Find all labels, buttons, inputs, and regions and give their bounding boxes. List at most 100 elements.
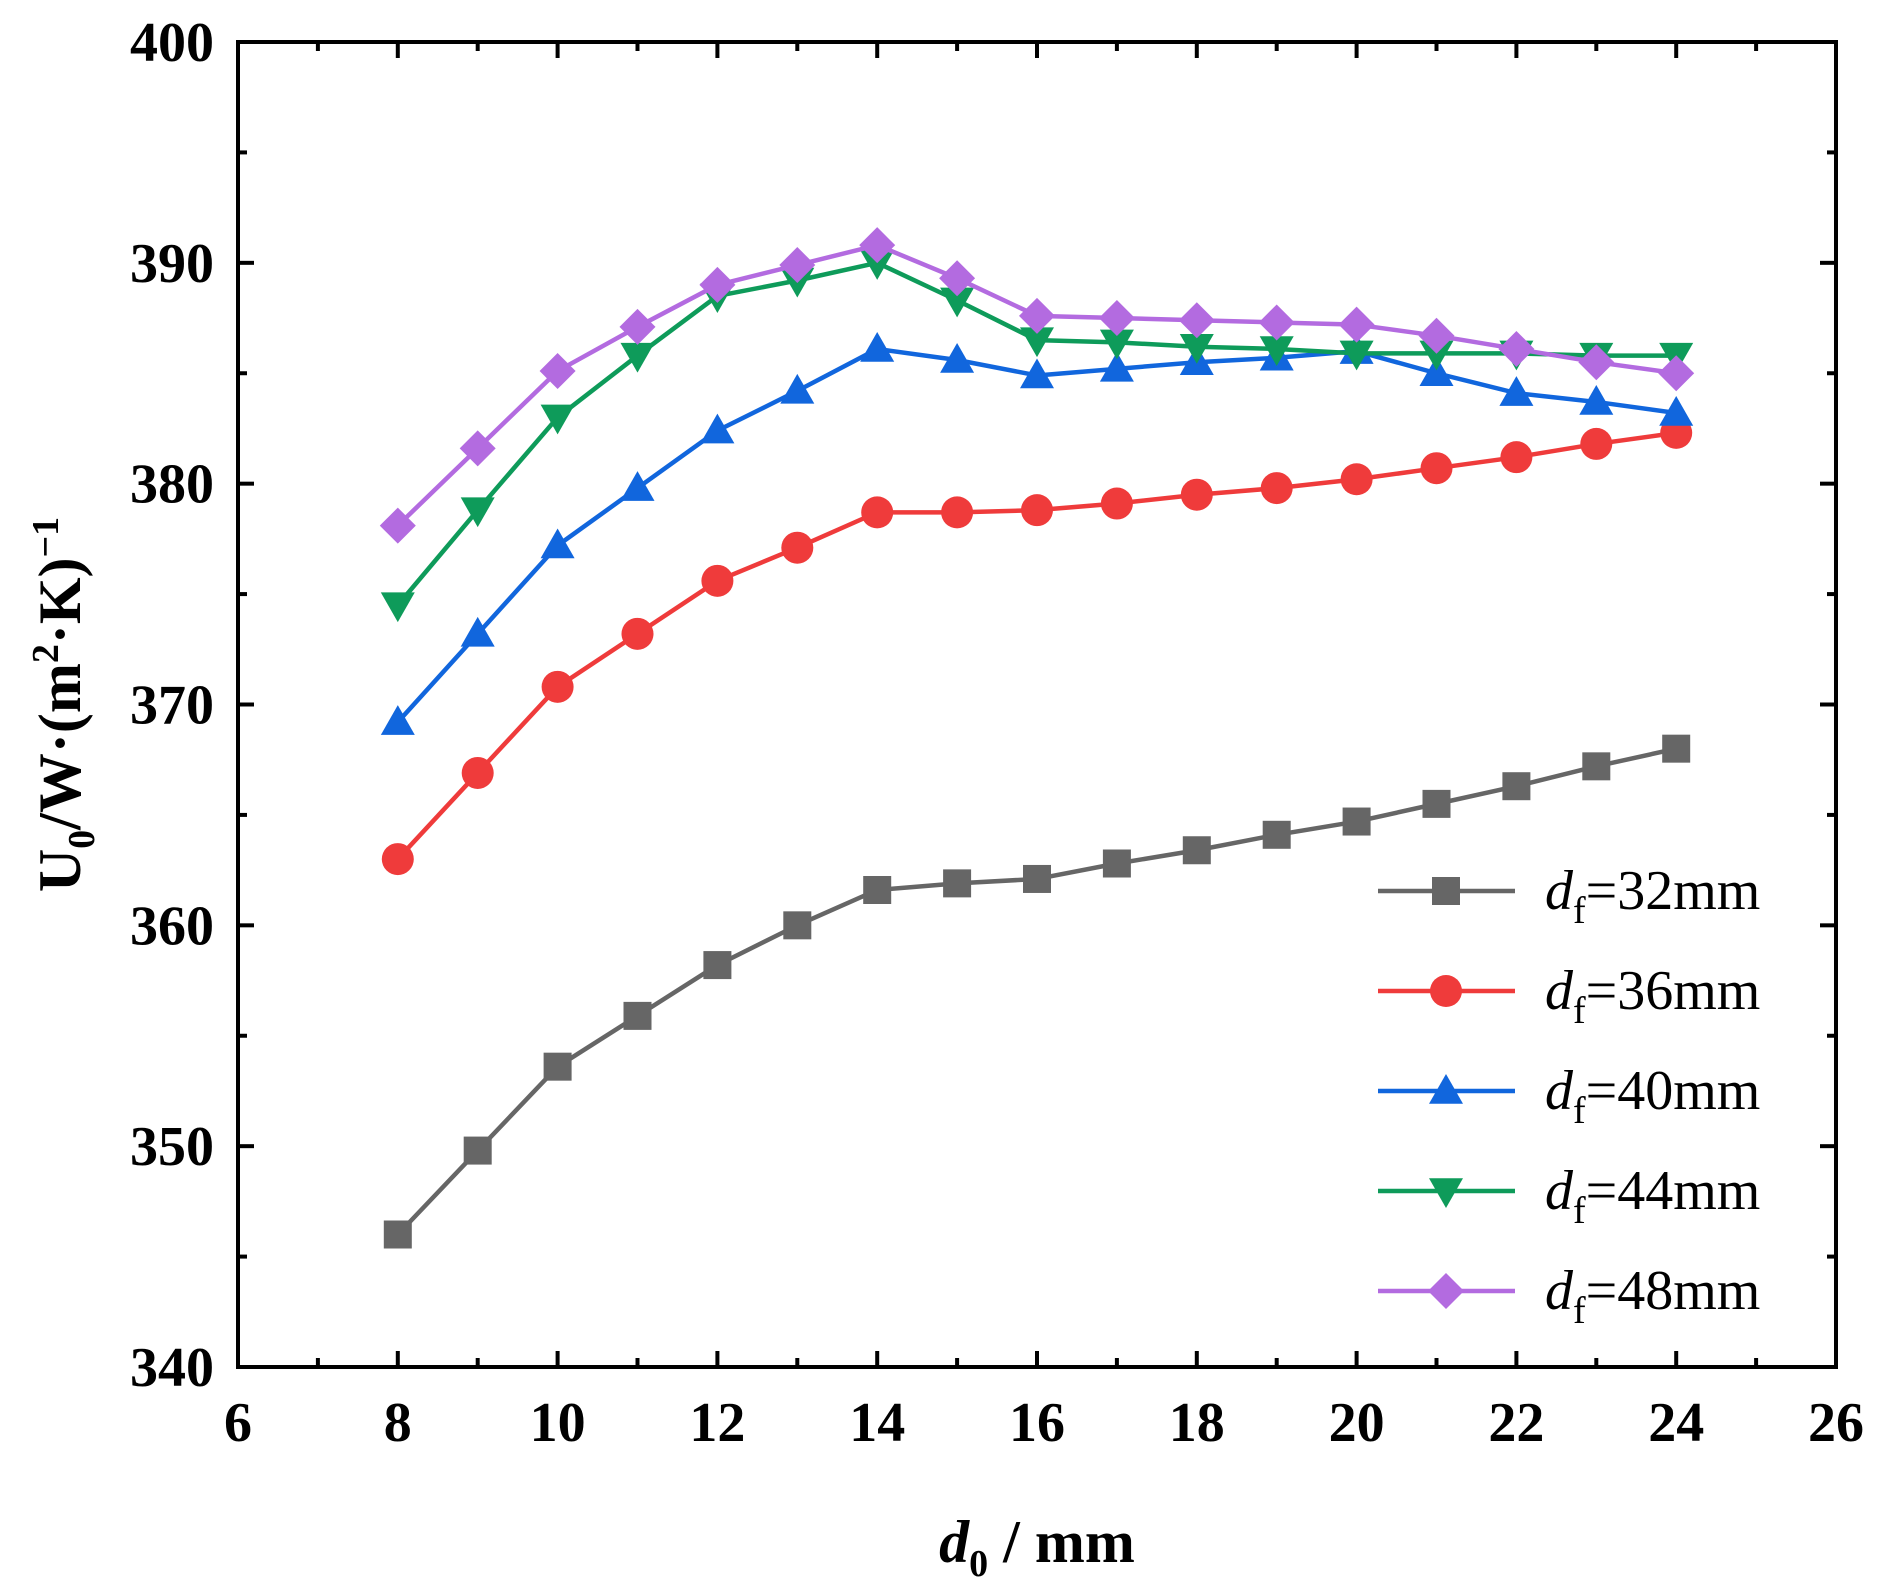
- data-point: [1262, 820, 1291, 849]
- data-point: [383, 1220, 412, 1249]
- data-point: [1419, 340, 1454, 371]
- x-tick-label: 18: [1169, 1392, 1225, 1454]
- y-tick-label: 400: [130, 12, 214, 74]
- data-point: [379, 507, 416, 544]
- x-tick-labels: 6 8 10 12 14 16 18 20 22 24 26: [224, 1392, 1864, 1454]
- data-point: [1098, 300, 1135, 337]
- data-point: [540, 404, 575, 435]
- x-tick-label: 20: [1329, 1392, 1385, 1454]
- y-tick-labels: 340 350 360 370 380 390 400: [130, 12, 214, 1399]
- x-tick-label: 8: [384, 1392, 412, 1454]
- series-48mm: [379, 227, 1695, 544]
- data-point: [620, 471, 655, 501]
- data-point: [1100, 487, 1133, 520]
- legend-label-suffix: =44mm: [1586, 1160, 1761, 1222]
- legend-label-prefix: d: [1545, 1260, 1574, 1322]
- x-tick-label: 14: [849, 1392, 905, 1454]
- x-axis-title-sub: 0: [969, 1543, 988, 1585]
- legend-label-suffix: =36mm: [1586, 960, 1761, 1022]
- y-axis-title-dot: ·K): [27, 558, 93, 645]
- data-point: [860, 331, 895, 362]
- data-point: [1498, 330, 1535, 367]
- data-point: [1259, 336, 1294, 366]
- data-point: [1260, 472, 1293, 505]
- x-tick-label: 22: [1488, 1392, 1544, 1454]
- data-point: [1021, 494, 1053, 527]
- data-point: [620, 342, 655, 373]
- data-point: [859, 227, 896, 264]
- y-axis-title-u: U: [27, 849, 93, 892]
- data-point: [1578, 344, 1615, 381]
- data-point: [783, 911, 812, 940]
- data-point: [861, 496, 894, 529]
- legend-label: df=40mm: [1545, 1060, 1760, 1132]
- y-axis-title-sup2: 2: [25, 644, 67, 663]
- legend-item: df=44mm: [1378, 1160, 1760, 1232]
- data-point: [1019, 297, 1055, 334]
- legend-marker: [1429, 1178, 1463, 1208]
- series-lines: [379, 227, 1695, 1249]
- data-point: [619, 308, 656, 345]
- y-tick-label: 380: [130, 454, 214, 516]
- data-point: [459, 430, 496, 467]
- y-tick-label: 350: [130, 1116, 214, 1178]
- data-point: [1020, 327, 1054, 358]
- y-axis-title-sub: 0: [61, 830, 103, 849]
- data-point: [943, 869, 972, 898]
- data-point: [1502, 772, 1531, 801]
- legend-label-sub: f: [1573, 890, 1586, 932]
- data-point: [1338, 306, 1375, 343]
- legend-label-sub: f: [1573, 1190, 1586, 1232]
- legend-label-prefix: d: [1545, 860, 1574, 922]
- legend-label-prefix: d: [1545, 960, 1574, 1022]
- x-axis-title: d0 / mm: [939, 1509, 1135, 1585]
- legend-label-sub: f: [1573, 990, 1586, 1032]
- series-44mm: [380, 250, 1694, 623]
- data-point: [623, 1001, 652, 1030]
- legend-item: df=32mm: [1378, 860, 1760, 932]
- legend-marker: [1428, 1273, 1464, 1309]
- legend-label: df=32mm: [1545, 860, 1760, 932]
- data-point: [701, 564, 734, 597]
- data-point: [1340, 463, 1373, 496]
- data-point: [460, 616, 495, 647]
- legend-label-prefix: d: [1545, 1060, 1574, 1122]
- data-point: [1658, 355, 1695, 392]
- legend-label-suffix: =32mm: [1586, 860, 1761, 922]
- legend-item: df=48mm: [1378, 1260, 1760, 1332]
- data-point: [1420, 452, 1453, 485]
- data-point: [461, 756, 494, 789]
- legend-item: df=36mm: [1378, 960, 1760, 1032]
- y-tick-label: 370: [130, 675, 214, 737]
- data-point: [1102, 849, 1131, 878]
- data-point: [1178, 302, 1215, 339]
- data-point: [863, 876, 892, 904]
- data-point: [781, 531, 814, 564]
- y-tick-label: 360: [130, 895, 214, 957]
- x-tick-label: 24: [1648, 1392, 1704, 1454]
- plot-frame: [236, 40, 1838, 1369]
- x-tick-label: 6: [224, 1392, 252, 1454]
- x-tick-label: 10: [530, 1392, 586, 1454]
- y-tick-label: 390: [130, 233, 214, 295]
- legend-marker: [1430, 975, 1462, 1007]
- data-point: [1499, 376, 1534, 406]
- data-point: [1419, 356, 1454, 386]
- data-point: [1180, 478, 1213, 511]
- legend-label-suffix: =40mm: [1586, 1060, 1761, 1122]
- data-point: [1422, 789, 1451, 818]
- data-point: [541, 670, 574, 703]
- data-point: [779, 247, 816, 284]
- data-point: [1099, 329, 1134, 360]
- data-point: [940, 287, 975, 318]
- data-point: [1099, 351, 1134, 382]
- data-point: [621, 617, 654, 650]
- data-point: [1179, 334, 1214, 364]
- y-axis-title-supneg: −1: [25, 517, 67, 558]
- data-point: [1418, 317, 1455, 354]
- data-point: [1339, 340, 1374, 371]
- x-tick-label: 26: [1808, 1392, 1864, 1454]
- legend-label-sub: f: [1573, 1090, 1586, 1132]
